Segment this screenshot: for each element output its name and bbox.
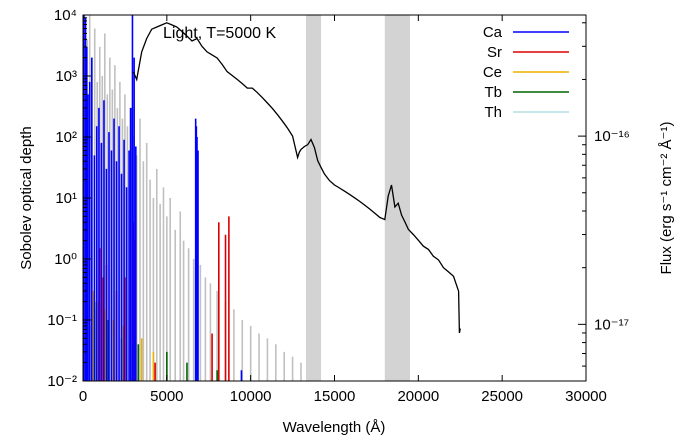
x-tick-label: 25000 bbox=[481, 388, 523, 405]
x-tick-label: 10000 bbox=[230, 388, 272, 405]
chart-title: Light, T=5000 K bbox=[163, 25, 276, 42]
series-ca bbox=[83, 15, 243, 381]
shaded-band-2 bbox=[384, 15, 410, 381]
x-tick-label: 20000 bbox=[397, 388, 439, 405]
legend-label-sr: Sr bbox=[487, 44, 502, 61]
y2-axis-label: Flux (erg s⁻¹ cm⁻² Å⁻¹) bbox=[658, 122, 675, 275]
x-axis-label: Wavelength (Å) bbox=[283, 419, 386, 436]
legend-label-ca: Ca bbox=[483, 24, 503, 41]
y-tick-label: 10¹ bbox=[55, 190, 77, 207]
y-tick-label: 10⁰ bbox=[54, 251, 77, 268]
shaded-band-1 bbox=[305, 15, 322, 381]
y2-tick-label: 10⁻¹⁶ bbox=[594, 128, 630, 145]
y-tick-label: 10³ bbox=[55, 68, 77, 85]
y2-tick-label: 10⁻¹⁷ bbox=[594, 316, 629, 333]
series-flux bbox=[132, 22, 461, 334]
y-tick-label: 10⁻¹ bbox=[47, 312, 77, 329]
y-axis-label: Sobolev optical depth bbox=[18, 126, 35, 269]
x-tick-label: 30000 bbox=[565, 388, 607, 405]
x-tick-label: 15000 bbox=[314, 388, 356, 405]
legend: Ca Sr Ce Tb Th bbox=[483, 24, 569, 121]
flux-spectrum-line bbox=[132, 22, 461, 334]
legend-label-th: Th bbox=[484, 104, 502, 121]
x-tick-label: 0 bbox=[79, 388, 87, 405]
y-tick-label: 10⁴ bbox=[54, 7, 77, 24]
y-tick-label: 10² bbox=[55, 129, 77, 146]
x-tick-label: 5000 bbox=[150, 388, 183, 405]
legend-label-tb: Tb bbox=[484, 84, 502, 101]
y-tick-label: 10⁻² bbox=[47, 373, 77, 390]
legend-label-ce: Ce bbox=[483, 64, 502, 81]
